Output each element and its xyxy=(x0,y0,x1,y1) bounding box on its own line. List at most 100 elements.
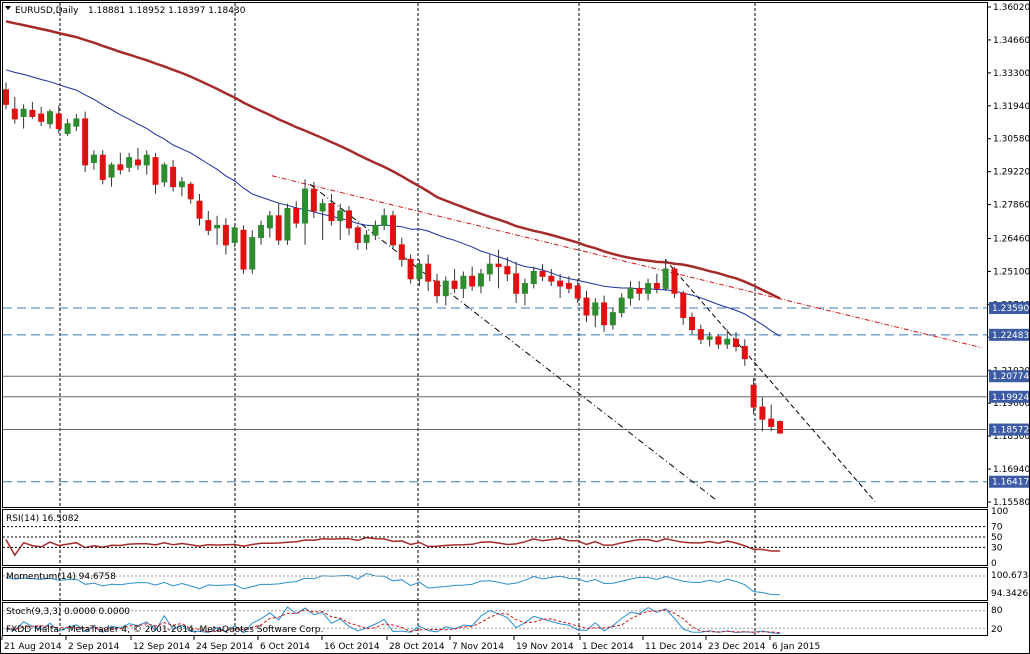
candle-body xyxy=(3,89,9,105)
candle-body xyxy=(724,338,731,345)
candle-body xyxy=(733,338,740,348)
candle-body xyxy=(416,263,423,280)
candle-body xyxy=(258,224,265,239)
price-tag-label: 1.20774 xyxy=(992,372,1029,382)
momentum-label: Momentum(14) 94.6758 xyxy=(6,572,116,582)
main-price-panel[interactable] xyxy=(2,2,988,508)
candle-body xyxy=(557,280,564,287)
candle-body xyxy=(64,123,71,134)
candle-body xyxy=(653,283,660,289)
price-tag: 1.19924 xyxy=(989,390,1029,403)
time-label: 1 Dec 2014 xyxy=(582,642,634,652)
candle-body xyxy=(214,224,221,229)
candle-body xyxy=(372,224,379,236)
candle-body xyxy=(117,164,124,171)
time-label: 23 Dec 2014 xyxy=(708,642,766,652)
ohlc-values: 1.18881 1.18952 1.18397 1.18430 xyxy=(88,6,246,16)
chart-header: EURUSD,Daily 1.18881 1.18952 1.18397 1.1… xyxy=(5,6,246,16)
time-label: 6 Oct 2014 xyxy=(260,642,310,652)
price-tags: 1.23590 1.22483 1.20774 1.19924 1.18572 1.164… xyxy=(989,302,1029,488)
time-label: 19 Nov 2014 xyxy=(516,642,574,652)
candle-body xyxy=(319,203,326,212)
stoch-label: Stoch(9,3,3) 0.0000 0.0000 xyxy=(6,607,130,617)
candle-body xyxy=(126,157,133,168)
candle-body xyxy=(284,207,291,241)
candle-body xyxy=(381,215,388,226)
triangle-down-icon[interactable] xyxy=(5,6,11,10)
price-tag-box xyxy=(989,370,1029,383)
candle-body xyxy=(680,292,687,318)
candle-body xyxy=(433,280,440,297)
candle-body xyxy=(46,111,53,125)
candle-body xyxy=(645,283,652,294)
momentum-panel[interactable] xyxy=(2,567,988,601)
stoch-level-high: 80 xyxy=(991,606,1003,616)
candle-body xyxy=(601,302,608,326)
candle-body xyxy=(205,220,212,231)
candle-body xyxy=(574,285,581,299)
stoch-signal-line xyxy=(5,609,781,633)
price-tag: 1.18572 xyxy=(989,423,1029,436)
rsi-panel[interactable] xyxy=(2,509,988,566)
candle-body xyxy=(741,346,748,360)
candle-body xyxy=(99,154,106,180)
rsi-level-label: 100 xyxy=(991,507,1008,517)
price-label: 1.34660 xyxy=(993,36,1030,46)
price-label: 1.36020 xyxy=(993,3,1030,13)
candle-body xyxy=(240,229,247,270)
price-tag: 1.20774 xyxy=(989,370,1029,383)
price-tag-label: 1.22483 xyxy=(992,331,1029,341)
candle-body xyxy=(293,207,300,224)
candle-body xyxy=(407,258,414,280)
candle-body xyxy=(38,113,45,122)
candle-body xyxy=(222,224,229,246)
stochastic-panel[interactable] xyxy=(2,602,988,636)
resistance-trendline xyxy=(271,175,983,349)
price-label: 1.30580 xyxy=(993,135,1030,145)
time-label: 28 Oct 2014 xyxy=(389,642,445,652)
candle-body xyxy=(90,154,97,163)
price-tag-box xyxy=(989,328,1029,341)
time-label: 21 Aug 2014 xyxy=(4,642,62,652)
price-tag: 1.22483 xyxy=(989,328,1029,341)
price-tag-label: 1.16417 xyxy=(992,478,1029,488)
candle-body xyxy=(108,164,115,178)
candle-body xyxy=(469,275,476,287)
candle-body xyxy=(513,273,520,294)
momentum-level-low: 94.3426 xyxy=(991,589,1028,599)
price-tag-label: 1.23590 xyxy=(992,304,1029,314)
rsi-level-label: 30 xyxy=(991,543,1003,553)
candle-body xyxy=(460,275,467,289)
symbol-label: EURUSD,Daily xyxy=(15,6,79,16)
candle-body xyxy=(29,109,36,117)
candle-body xyxy=(548,275,555,282)
candle-body xyxy=(275,215,282,241)
candle-body xyxy=(302,188,309,224)
ma-slow-line xyxy=(5,20,781,300)
candle-body xyxy=(337,210,344,222)
candle-body xyxy=(231,227,238,243)
candle-body xyxy=(609,312,616,326)
candle-body xyxy=(82,118,89,166)
candle-body xyxy=(583,297,590,316)
candle-body xyxy=(486,263,493,275)
rsi-level-label: 0 xyxy=(991,559,997,569)
candle-body xyxy=(521,283,528,294)
price-label: 1.25100 xyxy=(993,267,1030,277)
price-tag-label: 1.19924 xyxy=(992,393,1029,403)
candle-body xyxy=(671,268,678,294)
rsi-line xyxy=(5,536,780,557)
stoch-level-low: 20 xyxy=(991,625,1003,635)
price-label: 1.19660 xyxy=(993,399,1030,409)
candle-body xyxy=(143,154,150,166)
candle-body xyxy=(354,227,361,243)
time-label: 7 Nov 2014 xyxy=(452,642,504,652)
candle-body xyxy=(398,244,405,260)
candle-body xyxy=(689,316,696,331)
price-label: 1.29220 xyxy=(993,168,1030,178)
price-label: 1.27860 xyxy=(993,201,1030,211)
candle-body xyxy=(425,263,432,282)
price-tag-box xyxy=(989,423,1029,436)
rsi-level-label: 50 xyxy=(991,533,1003,543)
